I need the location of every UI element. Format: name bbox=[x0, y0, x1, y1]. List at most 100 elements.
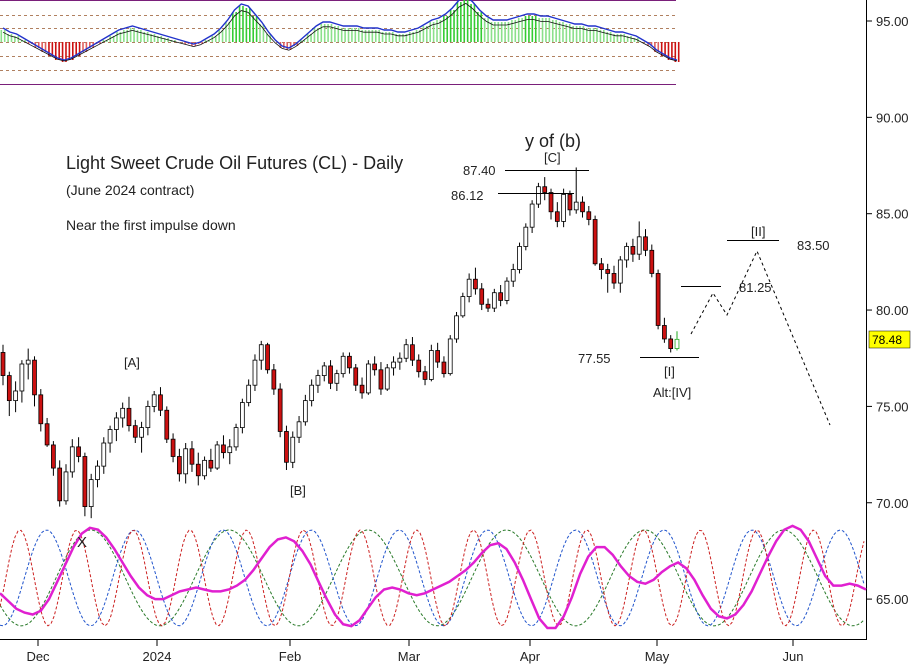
histogram-average-line bbox=[2, 2, 678, 62]
time-tick-label: Feb bbox=[279, 649, 301, 664]
wave-label-C: [C] bbox=[544, 150, 561, 165]
candle-body bbox=[151, 394, 157, 407]
cycle-line-long bbox=[0, 529, 865, 627]
candle-body bbox=[76, 446, 81, 457]
wave-label-I: [I] bbox=[664, 364, 675, 379]
candle-body bbox=[624, 246, 629, 261]
candle-body bbox=[107, 429, 113, 444]
candle-body bbox=[460, 296, 466, 317]
candle-body bbox=[529, 203, 535, 228]
candle-body bbox=[132, 425, 138, 438]
candle-body bbox=[378, 369, 384, 390]
level-label-87-40: 87.40 bbox=[463, 163, 496, 178]
wave-label-y-of-b: y of (b) bbox=[525, 131, 581, 151]
candle-body bbox=[523, 226, 529, 247]
cycle-line-short bbox=[0, 529, 865, 627]
candle-body bbox=[233, 427, 239, 448]
candle-body bbox=[428, 350, 434, 380]
candle-body bbox=[422, 371, 428, 380]
time-tick-label: Jun bbox=[783, 649, 804, 664]
candle-body bbox=[189, 448, 195, 465]
candle-body bbox=[498, 292, 503, 301]
candle-body bbox=[277, 388, 283, 432]
price-tick-label: 95.00 bbox=[876, 14, 909, 29]
candle-body bbox=[63, 471, 69, 502]
candle-body bbox=[265, 344, 270, 371]
candle-body bbox=[309, 384, 315, 402]
candle-body bbox=[397, 357, 403, 363]
histogram-oscillator-panel bbox=[0, 0, 680, 85]
candle-body bbox=[139, 427, 144, 438]
candle-body bbox=[334, 373, 340, 384]
candle-body bbox=[6, 375, 12, 402]
last-price-badge: 78.48 bbox=[868, 330, 911, 349]
candle-body bbox=[195, 463, 201, 477]
time-tick-label: Dec bbox=[26, 649, 50, 664]
candle-body bbox=[51, 444, 56, 469]
candle-body bbox=[101, 442, 107, 467]
candle-body bbox=[630, 246, 636, 255]
candle-body bbox=[479, 288, 485, 305]
candle-body bbox=[13, 390, 18, 402]
candle-body bbox=[202, 459, 207, 477]
level-label-86-12: 86.12 bbox=[451, 188, 484, 203]
price-axis-ticks: 95.00 90.00 85.00 80.00 75.00 70.00 65.00 bbox=[866, 14, 909, 607]
level-label-81-25: 81.25 bbox=[739, 280, 772, 295]
candle-body bbox=[454, 315, 459, 340]
candle-body bbox=[548, 192, 554, 213]
candle-body bbox=[542, 186, 548, 193]
price-tick-label: 85.00 bbox=[876, 207, 909, 222]
price-tick-label: 75.00 bbox=[876, 399, 909, 414]
candle-body bbox=[158, 394, 163, 411]
last-price-value: 78.48 bbox=[872, 333, 902, 347]
histogram-signal-line bbox=[2, 0, 678, 61]
candle-body bbox=[441, 361, 447, 375]
candle-body bbox=[290, 436, 296, 463]
time-tick-label: 2024 bbox=[143, 649, 172, 664]
candle-body bbox=[246, 384, 252, 403]
candle-body bbox=[177, 456, 182, 475]
candle-body bbox=[252, 359, 258, 386]
candle-body bbox=[491, 292, 497, 309]
candle-body bbox=[347, 355, 352, 369]
candle-body bbox=[643, 236, 648, 251]
price-tick-label: 65.00 bbox=[876, 592, 909, 607]
candle-body bbox=[510, 269, 516, 282]
candle-body bbox=[359, 384, 365, 394]
candle-body bbox=[0, 352, 6, 376]
candle-body bbox=[592, 219, 598, 265]
candle-body bbox=[145, 405, 151, 428]
candle-body bbox=[536, 186, 541, 205]
candle-body bbox=[321, 365, 327, 376]
wave-label-alt-IV: Alt:[IV] bbox=[653, 385, 691, 400]
candle-body bbox=[340, 355, 346, 375]
candle-body bbox=[649, 249, 655, 274]
candle-body bbox=[114, 417, 119, 430]
cycle-line-medium bbox=[0, 529, 865, 627]
candle-body bbox=[485, 303, 491, 309]
candle-body bbox=[328, 365, 333, 384]
candle-body bbox=[573, 201, 579, 211]
candle-body bbox=[517, 246, 522, 270]
wave-label-A: [A] bbox=[124, 355, 140, 370]
candle-body bbox=[271, 369, 277, 390]
time-tick-label: Mar bbox=[398, 649, 421, 664]
candle-body bbox=[636, 236, 642, 255]
candle-body bbox=[221, 444, 226, 454]
candle-body bbox=[25, 359, 31, 365]
candle-body bbox=[183, 448, 189, 475]
wave-label-X: X bbox=[77, 534, 87, 551]
candle-body bbox=[466, 278, 472, 297]
candle-body bbox=[567, 194, 573, 211]
candle-body bbox=[44, 423, 50, 446]
candle-body bbox=[170, 438, 176, 457]
price-tick-label: 70.00 bbox=[876, 496, 909, 511]
price-tick-label: 80.00 bbox=[876, 303, 909, 318]
candle-body bbox=[57, 467, 63, 502]
candle-body bbox=[240, 402, 245, 428]
chart-subtitle: (June 2024 contract) bbox=[66, 182, 194, 198]
candle-body bbox=[674, 338, 680, 349]
candle-body bbox=[38, 394, 44, 425]
candle-body bbox=[95, 465, 100, 481]
price-tick-label: 90.00 bbox=[876, 110, 909, 125]
